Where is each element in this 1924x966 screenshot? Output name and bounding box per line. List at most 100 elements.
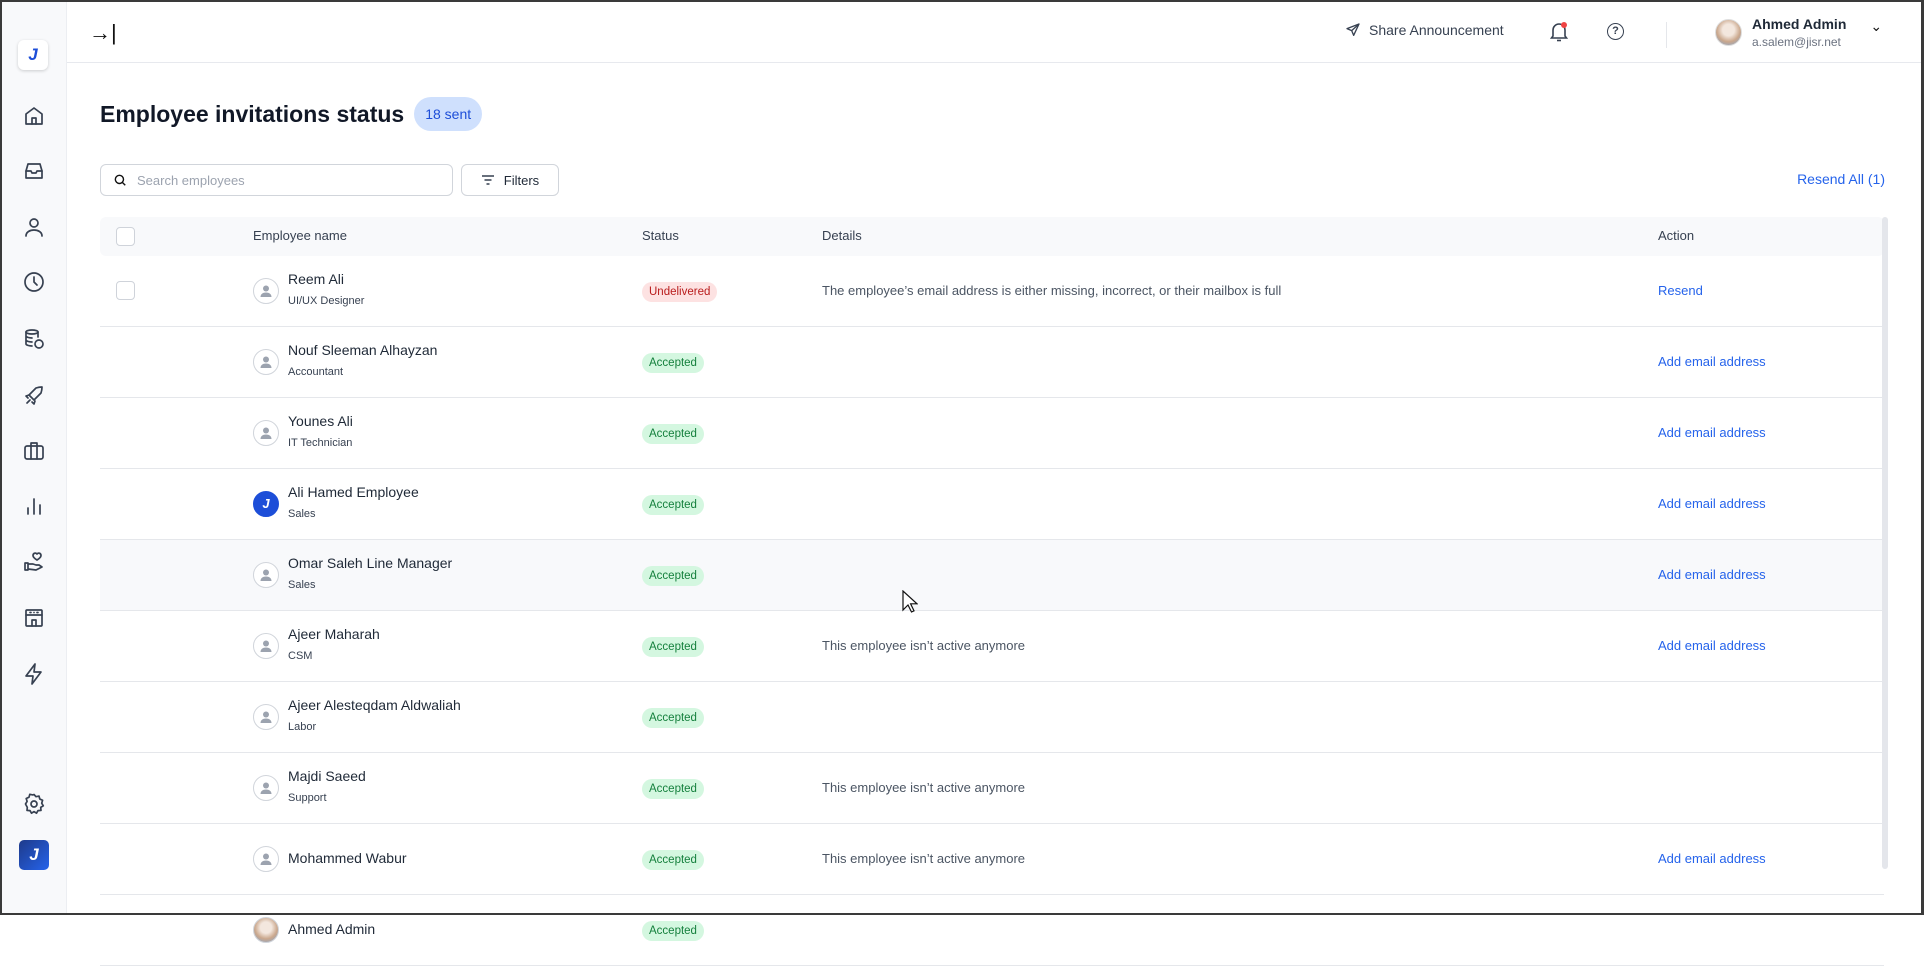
- rocket-icon[interactable]: [22, 384, 46, 408]
- brand-logo[interactable]: J: [19, 840, 49, 870]
- status-badge: Accepted: [642, 353, 704, 373]
- employee-role: Sales: [288, 579, 316, 591]
- col-status: Status: [642, 228, 679, 243]
- employee-role: CSM: [288, 650, 313, 662]
- table-row[interactable]: Nouf Sleeman Alhayzan Accountant Accepted A…: [100, 327, 1884, 398]
- sent-count-badge: 18 sent: [414, 97, 483, 131]
- table-row[interactable]: Mohammed Wabur Accepted This employee isn’…: [100, 824, 1884, 895]
- sidebar: J J: [2, 2, 67, 913]
- avatar: [1715, 19, 1742, 46]
- employee-name: Ajeer Alesteqdam Aldwaliah: [288, 697, 461, 713]
- select-all-checkbox[interactable]: [116, 227, 135, 246]
- avatar: [253, 349, 279, 375]
- resend-link[interactable]: Resend: [1658, 283, 1703, 298]
- chevron-down-icon[interactable]: ⌄: [1870, 18, 1883, 34]
- bolt-icon[interactable]: [22, 662, 46, 686]
- clock-icon[interactable]: [22, 270, 46, 294]
- briefcase-icon[interactable]: [22, 439, 46, 463]
- status-badge: Accepted: [642, 424, 704, 444]
- col-details: Details: [822, 228, 862, 243]
- employee-role: IT Technician: [288, 437, 353, 449]
- filters-button[interactable]: Filters: [461, 164, 559, 196]
- mouse-cursor-icon: [902, 590, 918, 613]
- add-email-address-link[interactable]: Add email address: [1658, 851, 1766, 866]
- user-menu[interactable]: Ahmed Admin a.salem@jisr.net ⌄: [1715, 16, 1882, 49]
- table-row[interactable]: Ahmed Admin Accepted: [100, 895, 1884, 966]
- add-email-address-link[interactable]: Add email address: [1658, 567, 1766, 582]
- avatar: J: [253, 491, 279, 517]
- user-name: Ahmed Admin: [1752, 16, 1847, 32]
- add-email-address-link[interactable]: Add email address: [1658, 496, 1766, 511]
- add-email-address-link[interactable]: Add email address: [1658, 638, 1766, 653]
- inbox-icon[interactable]: [22, 159, 46, 183]
- avatar: [253, 562, 279, 588]
- add-email-address-link[interactable]: Add email address: [1658, 354, 1766, 369]
- chart-icon[interactable]: [22, 494, 46, 518]
- employee-name: Nouf Sleeman Alhayzan: [288, 342, 438, 358]
- database-icon[interactable]: [22, 327, 46, 351]
- status-badge: Accepted: [642, 708, 704, 728]
- table-row[interactable]: Ajeer Alesteqdam Aldwaliah Labor Accepted: [100, 682, 1884, 753]
- avatar: [253, 633, 279, 659]
- employee-name: Ahmed Admin: [288, 921, 376, 937]
- status-badge: Accepted: [642, 495, 704, 515]
- employee-role: Labor: [288, 721, 317, 733]
- status-badge: Accepted: [642, 921, 704, 941]
- bell-icon[interactable]: [1549, 21, 1569, 48]
- details-text: This employee isn’t active anymore: [822, 851, 1026, 866]
- table-row[interactable]: Reem Ali UI/UX Designer Undelivered The emp…: [100, 256, 1884, 327]
- employee-role: Accountant: [288, 366, 344, 378]
- share-announcement-button[interactable]: Share Announcement: [1345, 22, 1504, 38]
- home-icon[interactable]: [22, 104, 46, 128]
- employee-name: Younes Ali: [288, 413, 353, 429]
- avatar: [253, 775, 279, 801]
- search-icon: [114, 174, 126, 186]
- gear-icon[interactable]: [22, 792, 46, 816]
- top-bar: →| Share Announcement ? Ahmed Admin a.sal…: [67, 2, 1921, 63]
- avatar: [253, 704, 279, 730]
- avatar: [253, 917, 279, 943]
- table-row[interactable]: J Ali Hamed Employee Sales Accepted Add emai…: [100, 469, 1884, 540]
- status-badge: Accepted: [642, 637, 704, 657]
- employee-role: UI/UX Designer: [288, 295, 365, 307]
- avatar: [253, 420, 279, 446]
- details-text: This employee isn’t active anymore: [822, 638, 1026, 653]
- avatar: [253, 846, 279, 872]
- employee-role: Support: [288, 792, 327, 804]
- col-employee-name: Employee name: [253, 228, 347, 243]
- share-announcement-label: Share Announcement: [1369, 22, 1504, 38]
- hand-heart-icon[interactable]: [22, 550, 46, 574]
- send-icon: [1346, 23, 1360, 36]
- scrollbar[interactable]: [1882, 217, 1888, 869]
- search-input[interactable]: [137, 172, 437, 188]
- employee-name: Omar Saleh Line Manager: [288, 555, 453, 571]
- details-text: The employee’s email address is either m…: [822, 283, 1282, 298]
- employee-name: Ali Hamed Employee: [288, 484, 419, 500]
- collapse-sidebar-icon[interactable]: →|: [89, 20, 117, 45]
- table-row[interactable]: Omar Saleh Line Manager Sales Accepted Add …: [100, 540, 1884, 611]
- user-icon[interactable]: [22, 215, 46, 239]
- employee-name: Mohammed Wabur: [288, 850, 407, 866]
- avatar: [253, 278, 279, 304]
- table-row[interactable]: Ajeer Maharah CSM Accepted This employee is…: [100, 611, 1884, 682]
- status-badge: Accepted: [642, 850, 704, 870]
- search-field[interactable]: [100, 164, 453, 196]
- user-email: a.salem@jisr.net: [1752, 35, 1841, 49]
- col-action: Action: [1658, 228, 1695, 243]
- table-row[interactable]: Younes Ali IT Technician Accepted Add email…: [100, 398, 1884, 469]
- row-checkbox[interactable]: [116, 281, 135, 300]
- employee-name: Majdi Saeed: [288, 768, 366, 784]
- details-text: This employee isn’t active anymore: [822, 780, 1026, 795]
- table-header: Employee name Status Details Action: [100, 217, 1884, 256]
- status-badge: Accepted: [642, 566, 704, 586]
- add-email-address-link[interactable]: Add email address: [1658, 425, 1766, 440]
- table-row[interactable]: Majdi Saeed Support Accepted This employee …: [100, 753, 1884, 824]
- resend-all-link[interactable]: Resend All (1): [1797, 171, 1885, 187]
- status-badge: Accepted: [642, 779, 704, 799]
- app-logo[interactable]: J: [18, 40, 48, 70]
- help-icon[interactable]: ?: [1607, 23, 1624, 40]
- status-badge: Undelivered: [642, 282, 718, 302]
- divider: [1666, 22, 1667, 48]
- building-icon[interactable]: [22, 606, 46, 630]
- invitations-table: Employee name Status Details Action Reem…: [100, 217, 1884, 966]
